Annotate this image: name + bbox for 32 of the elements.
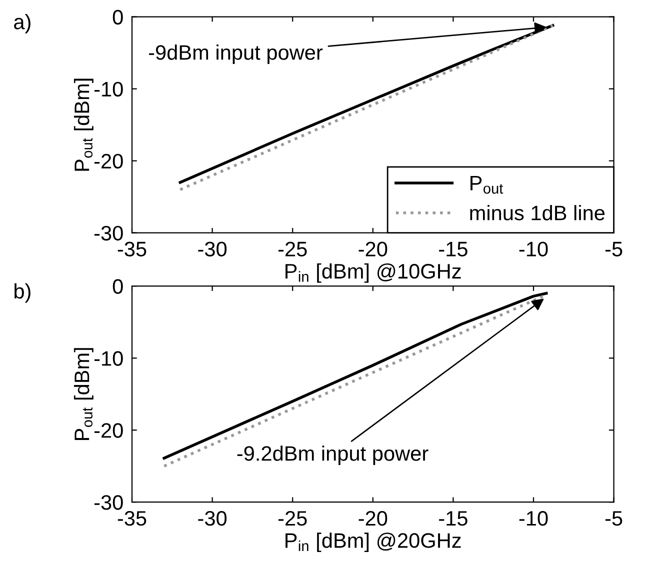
x-tick-label: -20 xyxy=(358,510,388,526)
x-tick-label: -15 xyxy=(439,511,468,526)
x-tick-label: -25 xyxy=(278,242,307,256)
y-tick-label: -20 xyxy=(94,154,123,169)
y-tick-label: -20 xyxy=(94,423,123,438)
y-tick-label: 0 xyxy=(112,279,123,294)
x-tick-label: -30 xyxy=(198,510,227,526)
x-tick-label: -5 xyxy=(605,511,622,526)
x-axis-title: P$_{in}$ [dBm] @10GHz xyxy=(286,263,461,283)
y-tick-label: -30 xyxy=(94,226,123,241)
text: b) xyxy=(14,283,30,303)
x-tick-label: -10 xyxy=(519,242,548,256)
annotation: -9.2dBm input power xyxy=(237,446,428,466)
legend-label: P$_{out}$ xyxy=(470,176,504,194)
x-tick-label: -10 xyxy=(519,510,548,526)
x-tick-label: -35 xyxy=(118,510,146,526)
text: a) xyxy=(14,14,30,34)
x-tick-label: -5 xyxy=(605,242,622,256)
y-axis-title: P$_{out}$ [dBm] xyxy=(74,348,94,440)
y-tick-label: 0 xyxy=(112,10,123,25)
y-tick-label: -10 xyxy=(94,351,123,366)
y-tick-label: -10 xyxy=(94,82,123,97)
x-tick-label: -15 xyxy=(439,242,468,256)
annotation: -9dBm input power xyxy=(148,44,323,64)
x-axis-title: P$_{in}$ [dBm] @20GHz xyxy=(286,532,461,552)
x-tick-label: -25 xyxy=(278,510,307,526)
x-tick-label: -20 xyxy=(358,242,388,256)
y-tick-label: -30 xyxy=(94,495,123,510)
legend-label: minus 1dB line xyxy=(470,205,605,220)
x-tick-label: -30 xyxy=(198,242,227,256)
x-tick-label: -35 xyxy=(118,242,146,256)
y-axis-title: P$_{out}$ [dBm] xyxy=(74,78,94,171)
